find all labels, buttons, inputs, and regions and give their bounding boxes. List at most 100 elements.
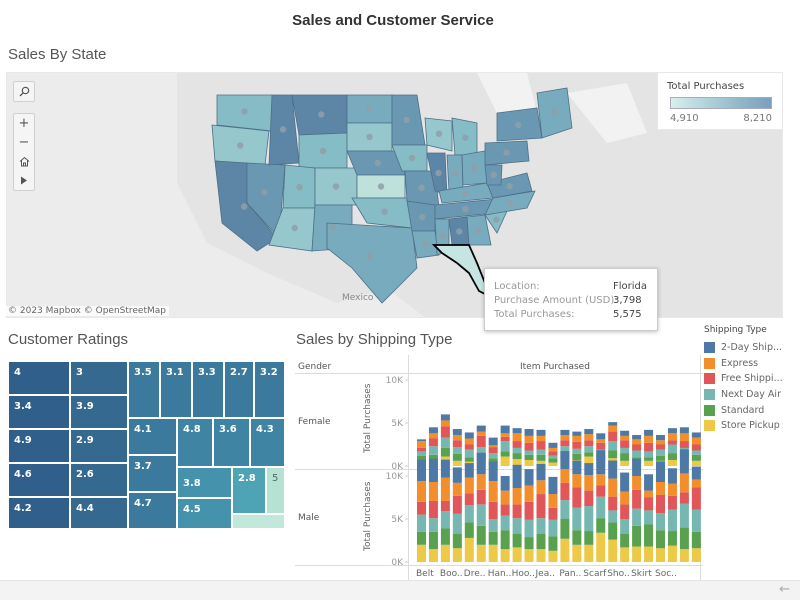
bar-segment-free-shipping[interactable] xyxy=(596,485,606,497)
bar-segment-store-pickup[interactable] xyxy=(644,460,654,466)
rating-cell[interactable]: 4.9 xyxy=(8,429,70,463)
bar-segment-next-day-air[interactable] xyxy=(488,453,498,459)
bar-segment-next-day-air[interactable] xyxy=(584,446,594,453)
bar-segment-free-shipping[interactable] xyxy=(428,438,438,447)
bar-segment-2-day-shipping[interactable] xyxy=(536,429,546,436)
bar-segment-express[interactable] xyxy=(656,482,665,495)
bar-segment-store-pickup[interactable] xyxy=(417,544,426,562)
bar-segment-store-pickup[interactable] xyxy=(632,546,642,562)
rating-cell[interactable]: 3.6 xyxy=(213,418,250,467)
bar-segment-next-day-air[interactable] xyxy=(512,447,522,454)
bar-segment-store-pickup[interactable] xyxy=(656,548,665,562)
rating-cell[interactable]: 2.6 xyxy=(70,463,128,497)
bar-segment-2-day-shipping[interactable] xyxy=(428,427,438,434)
legend-item[interactable]: Next Day Air xyxy=(704,387,800,403)
bar-segment-express[interactable] xyxy=(644,490,654,498)
bar-segment-free-shipping[interactable] xyxy=(536,441,546,450)
bar-segment-express[interactable] xyxy=(440,420,450,427)
legend-item[interactable]: 2-Day Ship... xyxy=(704,340,800,356)
bar-segment-standard[interactable] xyxy=(440,528,450,545)
bar-segment-standard[interactable] xyxy=(464,457,474,462)
bar-segment-store-pickup[interactable] xyxy=(548,462,558,466)
bar-segment-express[interactable] xyxy=(536,435,546,442)
state-map[interactable]: Mexico + − xyxy=(6,72,783,318)
bar-segment-free-shipping[interactable] xyxy=(632,444,642,451)
bar-segment-free-shipping[interactable] xyxy=(524,501,534,520)
bar-segment-store-pickup[interactable] xyxy=(596,532,606,562)
bar-segment-next-day-air[interactable] xyxy=(620,447,630,454)
bar-segment-store-pickup[interactable] xyxy=(644,546,654,562)
bar-segment-2-day-shipping[interactable] xyxy=(452,467,462,483)
bar-segment-next-day-air[interactable] xyxy=(679,503,689,528)
bar-segment-2-day-shipping[interactable] xyxy=(691,466,701,480)
rating-cell[interactable]: 2.9 xyxy=(70,429,128,463)
bar-segment-store-pickup[interactable] xyxy=(667,459,677,466)
bar-segment-2-day-shipping[interactable] xyxy=(476,425,486,432)
bar-segment-next-day-air[interactable] xyxy=(691,450,701,455)
bar-segment-standard[interactable] xyxy=(500,451,510,457)
bar-segment-2-day-shipping[interactable] xyxy=(584,429,594,435)
bar-segment-express[interactable] xyxy=(488,445,498,448)
bar-segment-standard[interactable] xyxy=(512,453,522,460)
bar-segment-express[interactable] xyxy=(632,476,642,490)
bar-segment-standard[interactable] xyxy=(656,455,665,461)
bar-segment-free-shipping[interactable] xyxy=(500,504,510,516)
bar-segment-standard[interactable] xyxy=(464,522,474,538)
rating-cell[interactable]: 4.7 xyxy=(128,492,177,529)
legend-item[interactable]: Free Shippi... xyxy=(704,371,800,387)
bar-segment-next-day-air[interactable] xyxy=(691,509,701,532)
bar-segment-store-pickup[interactable] xyxy=(667,545,677,562)
bar-segment-free-shipping[interactable] xyxy=(572,441,582,449)
bar-segment-2-day-shipping[interactable] xyxy=(572,431,582,436)
bar-segment-express[interactable] xyxy=(620,435,630,441)
bar-segment-free-shipping[interactable] xyxy=(464,493,474,506)
bar-segment-free-shipping[interactable] xyxy=(476,489,486,505)
bar-segment-next-day-air[interactable] xyxy=(656,512,665,531)
bar-segment-2-day-shipping[interactable] xyxy=(620,430,630,436)
bar-segment-store-pickup[interactable] xyxy=(620,547,630,562)
bar-segment-standard[interactable] xyxy=(644,524,654,547)
bar-segment-standard[interactable] xyxy=(488,458,498,463)
bar-segment-store-pickup[interactable] xyxy=(691,460,701,466)
map-attribution[interactable]: © 2023 Mapbox © OpenStreetMap xyxy=(5,306,169,316)
bar-segment-free-shipping[interactable] xyxy=(584,440,594,447)
bar-segment-express[interactable] xyxy=(452,435,462,441)
bar-segment-next-day-air[interactable] xyxy=(464,505,474,523)
bar-segment-2-day-shipping[interactable] xyxy=(488,461,498,482)
rating-cell[interactable]: 4.8 xyxy=(177,418,213,467)
bar-segment-free-shipping[interactable] xyxy=(452,440,462,448)
bar-segment-next-day-air[interactable] xyxy=(476,504,486,526)
rating-cell[interactable]: 4.4 xyxy=(70,497,128,529)
bar-segment-express[interactable] xyxy=(572,474,582,488)
bar-segment-next-day-air[interactable] xyxy=(560,446,570,453)
rating-cell[interactable]: 4.1 xyxy=(128,418,177,455)
bar-segment-store-pickup[interactable] xyxy=(500,456,510,466)
bar-segment-express[interactable] xyxy=(560,435,570,441)
bar-segment-next-day-air[interactable] xyxy=(548,455,558,459)
bar-segment-store-pickup[interactable] xyxy=(524,549,534,562)
bar-segment-store-pickup[interactable] xyxy=(691,548,701,562)
rating-cell[interactable]: 3.8 xyxy=(177,467,232,498)
bar-segment-next-day-air[interactable] xyxy=(667,444,677,454)
rating-cell[interactable]: 3.4 xyxy=(8,395,70,429)
search-icon[interactable] xyxy=(14,82,34,101)
rating-cell[interactable]: 2.8 xyxy=(232,467,266,514)
bar-segment-next-day-air[interactable] xyxy=(536,449,546,455)
bar-segment-store-pickup[interactable] xyxy=(428,549,438,562)
bar-segment-standard[interactable] xyxy=(548,458,558,463)
bar-segment-2-day-shipping[interactable] xyxy=(500,425,510,434)
bar-segment-next-day-air[interactable] xyxy=(560,500,570,519)
bar-segment-free-shipping[interactable] xyxy=(679,492,689,504)
bar-segment-next-day-air[interactable] xyxy=(500,441,510,452)
bar-segment-store-pickup[interactable] xyxy=(679,549,689,562)
bar-segment-2-day-shipping[interactable] xyxy=(608,422,618,426)
bar-segment-next-day-air[interactable] xyxy=(596,496,606,519)
bar-segment-express[interactable] xyxy=(524,435,534,443)
bar-segment-next-day-air[interactable] xyxy=(452,447,462,454)
bar-segment-next-day-air[interactable] xyxy=(452,513,462,534)
bar-segment-2-day-shipping[interactable] xyxy=(464,463,474,478)
bar-segment-store-pickup[interactable] xyxy=(452,460,462,466)
bar-segment-2-day-shipping[interactable] xyxy=(632,458,642,476)
bar-segment-store-pickup[interactable] xyxy=(464,537,474,562)
bar-segment-next-day-air[interactable] xyxy=(488,519,498,532)
